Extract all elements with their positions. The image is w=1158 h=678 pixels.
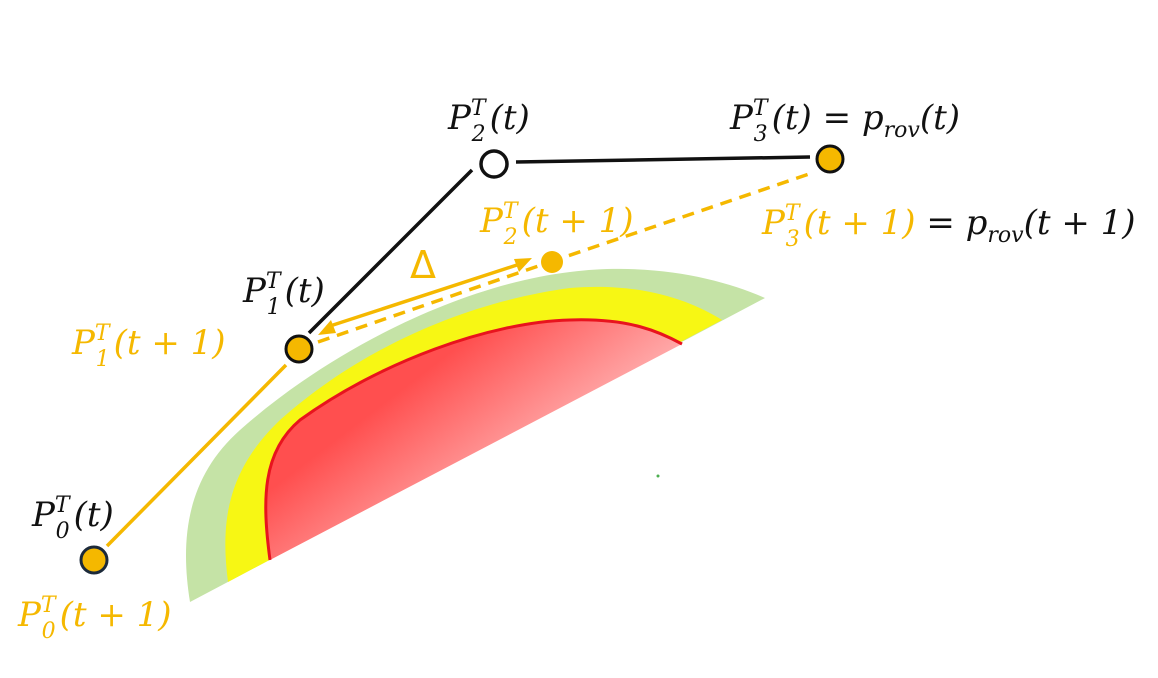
stray-dot bbox=[656, 474, 660, 478]
point-p3 bbox=[815, 144, 845, 174]
delta-arrowhead-left bbox=[318, 320, 336, 335]
label-p3-t1: PT 3 (t + 1) = prov(t + 1) bbox=[761, 201, 1136, 252]
label-p1-t1: PT 1 (t + 1) bbox=[71, 321, 226, 372]
label-p2-t: PT 2 (t) bbox=[447, 96, 530, 147]
segment-p2-p3-t1-dashed bbox=[549, 171, 813, 264]
delta-arrow bbox=[329, 262, 521, 328]
segment-p1-p2-t bbox=[307, 168, 474, 335]
segment-p0-p1-t1 bbox=[105, 363, 288, 548]
label-delta: Δ bbox=[410, 243, 436, 287]
label-p1-t: PT 1 (t) bbox=[242, 269, 325, 320]
label-p0-t1: PT 0 (t + 1) bbox=[17, 593, 172, 644]
point-p0 bbox=[79, 545, 109, 575]
point-p2-t1 bbox=[541, 251, 563, 273]
label-p2-t1: PT 2 (t + 1) bbox=[479, 199, 634, 250]
label-p3-t: PT 3 (t) = prov(t) bbox=[729, 96, 960, 147]
red-boundary bbox=[264, 318, 683, 561]
delta-arrowhead-right bbox=[514, 258, 532, 272]
point-p2-t bbox=[479, 149, 509, 179]
label-p0-t: PT 0 (t) bbox=[31, 493, 114, 544]
point-p1 bbox=[284, 334, 314, 364]
red-region bbox=[265, 319, 682, 560]
segment-p1-p2-t1-dashed bbox=[317, 260, 551, 344]
segment-p2-p3-t bbox=[515, 155, 811, 164]
